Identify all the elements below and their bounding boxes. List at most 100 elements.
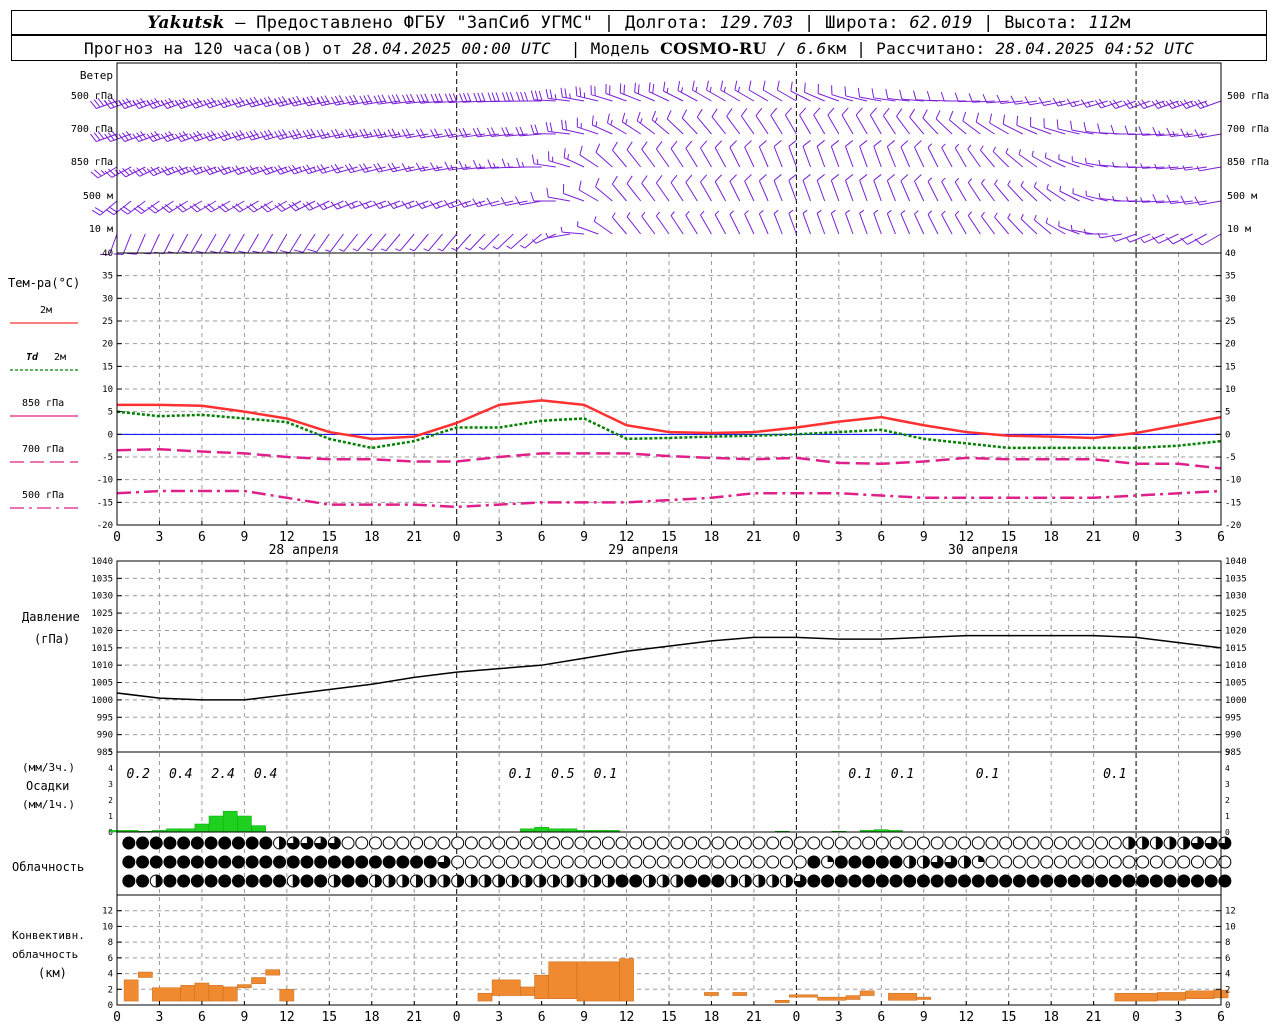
barb-shaft <box>859 96 882 102</box>
precip-bar <box>194 823 210 833</box>
barb-shaft <box>1020 185 1038 202</box>
cloud-circle <box>697 836 711 850</box>
barb-feather <box>677 81 681 91</box>
barb-half <box>274 98 278 104</box>
cloud-full <box>1054 875 1067 887</box>
cloud-symbol <box>437 855 451 869</box>
barb-shaft <box>371 233 387 252</box>
cloud-symbol <box>273 874 287 888</box>
barb-half <box>1083 228 1087 235</box>
wind-barb <box>714 210 727 235</box>
barb-half <box>788 209 794 214</box>
barb-feather <box>438 93 444 103</box>
barb-feather <box>239 96 246 106</box>
barb-feather <box>232 205 240 213</box>
xtick-label-temp: 6 <box>877 530 885 545</box>
barb-feather <box>1002 114 1006 125</box>
wind-barb <box>373 94 401 105</box>
cloud-symbol <box>574 874 588 888</box>
cloud-symbol <box>930 855 944 869</box>
barb-feather <box>239 129 246 139</box>
cloud-circle <box>1040 855 1054 869</box>
barb-half <box>436 202 441 208</box>
cloud-full <box>396 856 409 868</box>
wind-barb <box>1154 163 1179 170</box>
barb-feather <box>132 133 140 142</box>
cloud-quarter <box>978 856 985 862</box>
barb-shaft <box>914 146 925 168</box>
barb-shaft <box>563 157 585 168</box>
cloud-symbol <box>1218 836 1232 850</box>
barb-feather <box>353 94 359 104</box>
wind-barb <box>799 107 811 135</box>
barb-half <box>393 202 398 208</box>
barb-feather <box>900 140 909 148</box>
cloud-full <box>903 875 916 887</box>
wind-barb <box>330 128 358 139</box>
barb-feather <box>274 131 281 140</box>
barb-feather <box>845 174 854 181</box>
wind-barb <box>626 175 642 202</box>
cloud-symbol <box>793 855 807 869</box>
barb-half <box>927 177 933 182</box>
wind-barb <box>900 210 911 235</box>
barb-feather <box>914 140 922 148</box>
wind-barb <box>99 233 118 256</box>
conv-bar <box>817 996 847 1001</box>
cloud-symbol <box>779 874 793 888</box>
barb-feather <box>274 98 281 107</box>
cloud-symbol <box>1108 874 1122 888</box>
ytick-left: 5 <box>108 408 113 418</box>
barb-feather <box>334 128 341 138</box>
cloud-circle <box>670 855 684 869</box>
barb-feather <box>253 129 260 139</box>
barb-feather <box>334 163 341 173</box>
cloud-circle <box>547 836 561 850</box>
barb-half <box>737 86 741 93</box>
barb-shaft <box>711 116 727 135</box>
barb-half <box>1140 238 1145 244</box>
wind-barb <box>1194 233 1222 246</box>
wind-barb <box>773 140 783 168</box>
cloud-full <box>287 856 300 868</box>
cloud-full <box>1177 875 1190 887</box>
barb-shaft <box>612 149 627 168</box>
cloud-symbol <box>492 855 506 869</box>
barb-shaft <box>1030 126 1052 135</box>
barb-feather <box>487 92 492 102</box>
cloud-symbol <box>711 874 725 888</box>
cloud-full <box>300 875 313 887</box>
cloud-full <box>1191 875 1204 887</box>
wind-level-left: 850 гПа <box>71 157 113 168</box>
barb-feather <box>1138 126 1143 136</box>
barb-shaft <box>1005 152 1024 168</box>
cloud-circle <box>684 855 698 869</box>
wind-barb <box>816 140 826 168</box>
wind-barb <box>577 221 599 235</box>
barb-feather <box>887 174 895 181</box>
wind-barb <box>252 233 274 254</box>
cloud-half <box>594 875 601 887</box>
cloud-circle <box>1108 836 1122 850</box>
xtick-label-temp: 21 <box>746 530 762 545</box>
cloud-symbol <box>903 874 917 888</box>
cloud-symbol <box>163 855 177 869</box>
cloud-circle <box>464 855 478 869</box>
barb-half <box>1168 164 1172 170</box>
wind-barb <box>758 140 769 168</box>
barb-feather <box>377 128 383 138</box>
xtick-label-conv: 9 <box>240 1010 248 1024</box>
wind-barb <box>758 210 769 235</box>
cloud-half <box>1183 837 1190 849</box>
barb-half <box>773 209 779 214</box>
wind-barb <box>755 107 769 135</box>
barb-shaft <box>859 213 868 235</box>
barb-feather <box>136 205 146 212</box>
cloud-symbol <box>766 836 780 850</box>
wind-barb <box>174 131 203 142</box>
wind-barb <box>430 162 457 172</box>
wind-barb <box>119 200 146 215</box>
barb-half <box>1020 214 1024 220</box>
barb-feather <box>104 100 111 109</box>
conv-title-1: Конвективн. <box>12 929 85 942</box>
